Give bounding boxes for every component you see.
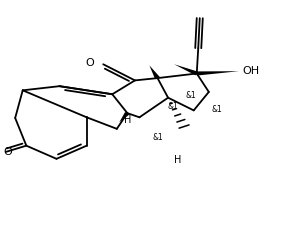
Text: &1: &1 [212,104,223,113]
Text: H: H [174,155,181,164]
Polygon shape [197,72,239,76]
Text: &1: &1 [168,101,178,110]
Text: &1: &1 [185,91,196,100]
Text: O: O [3,146,12,156]
Text: OH: OH [242,66,259,76]
Text: &1: &1 [152,133,163,142]
Polygon shape [119,112,130,123]
Polygon shape [149,66,160,80]
Text: H: H [124,115,131,125]
Text: O: O [85,58,94,68]
Polygon shape [174,65,198,76]
